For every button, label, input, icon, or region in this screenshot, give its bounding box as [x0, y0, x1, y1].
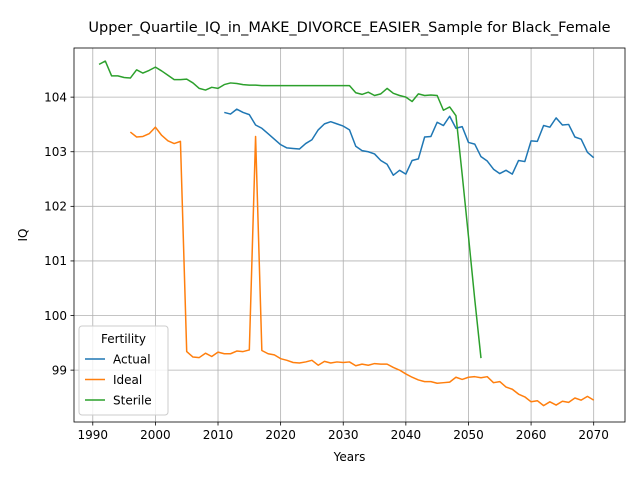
series-line-sterile: [98, 60, 482, 359]
x-tick-label: 2040: [391, 428, 422, 442]
x-tick-label: 2020: [265, 428, 296, 442]
legend-title: Fertility: [101, 332, 146, 346]
legend-label-actual: Actual: [113, 352, 151, 366]
y-tick-label: 104: [44, 90, 67, 104]
legend: Fertility Actual Ideal Sterile: [78, 325, 169, 416]
legend-label-ideal: Ideal: [113, 373, 142, 387]
chart-title: Upper_Quartile_IQ_in_MAKE_DIVORCE_EASIER…: [88, 20, 610, 36]
x-tick-label: 2060: [516, 428, 547, 442]
y-tick-label: 99: [52, 363, 67, 377]
y-tick-label: 101: [44, 254, 67, 268]
x-tick-label: 2070: [578, 428, 609, 442]
x-tick-label: 2030: [328, 428, 359, 442]
x-tick-label: 2010: [203, 428, 234, 442]
grid: [74, 48, 625, 422]
y-tick-label: 102: [44, 200, 67, 214]
legend-box: [78, 325, 169, 416]
series-line-actual: [224, 108, 595, 176]
x-tick-label: 2000: [140, 428, 171, 442]
y-axis-ticks: 99 100 101 102 103 104: [44, 90, 74, 377]
series-group: [98, 60, 595, 407]
plot-frame: [73, 47, 626, 423]
series-line-ideal: [129, 126, 595, 407]
x-axis-label: Years: [333, 450, 366, 464]
y-tick-label: 103: [44, 145, 67, 159]
y-tick-label: 100: [44, 309, 67, 323]
legend-label-sterile: Sterile: [113, 393, 152, 407]
x-tick-label: 1990: [78, 428, 109, 442]
x-axis-ticks: 1990 2000 2010 2020 2030 2040 2050 2060 2070: [78, 422, 609, 442]
x-tick-label: 2050: [453, 428, 484, 442]
y-axis-label: IQ: [16, 229, 30, 242]
